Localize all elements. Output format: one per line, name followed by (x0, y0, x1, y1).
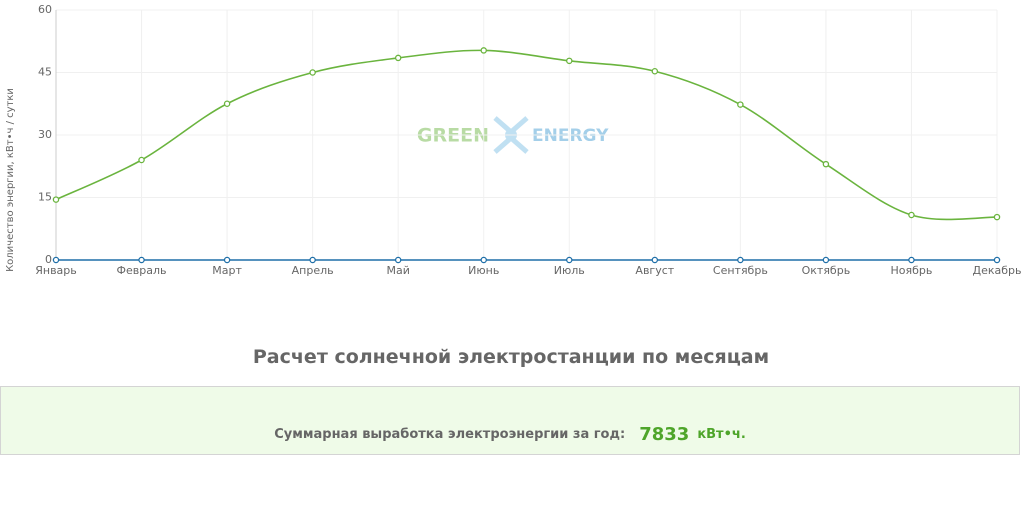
point (138, 256, 145, 264)
line (55, 49, 998, 221)
summary-value: 7833 (639, 424, 690, 445)
point (566, 256, 573, 264)
x-tick-label: Февраль (117, 264, 167, 277)
point (566, 57, 573, 65)
x-tick-label: Сентябрь (713, 264, 768, 277)
point (737, 101, 744, 108)
x-tick-label: Май (386, 264, 409, 277)
x-tick-label: Август (635, 264, 674, 277)
point (480, 47, 487, 54)
y-tick-label: 45 (38, 66, 52, 79)
y-axis-label: Количество энергии, кВт•ч / сутки (5, 88, 16, 272)
point (737, 256, 744, 264)
watermark: GREEN ENERGY (417, 116, 609, 154)
watermark-icon (493, 116, 529, 154)
point (223, 256, 231, 264)
point (309, 69, 316, 76)
point (822, 256, 830, 264)
summary-box: Суммарная выработка электроэнергии за го… (0, 386, 1020, 455)
section-title: Расчет солнечной электростанции по месяц… (252, 346, 770, 368)
point (993, 213, 1001, 221)
x-tick-label: Январь (35, 264, 77, 277)
point (651, 68, 659, 75)
point (908, 256, 915, 264)
point (309, 256, 316, 264)
y-tick-label: 30 (38, 128, 52, 141)
y-tick-label: 15 (38, 191, 52, 204)
point (52, 196, 60, 203)
point (822, 160, 830, 168)
point (651, 256, 659, 264)
y-tick-label: 60 (38, 3, 52, 16)
x-tick-label: Октябрь (802, 264, 851, 277)
x-tick-label: Апрель (292, 264, 334, 277)
x-tick-label: Июнь (468, 264, 499, 277)
point (138, 156, 145, 164)
point (908, 211, 915, 219)
x-tick-label: Декабрь (973, 264, 1022, 277)
point (223, 100, 231, 108)
summary-unit: кВт•ч. (697, 427, 746, 442)
point (993, 256, 1001, 264)
watermark-right: ENERGY (532, 126, 609, 146)
chart: Количество энергии, кВт•ч / сутки GREEN … (5, 3, 1022, 277)
x-tick-label: Ноябрь (891, 264, 933, 277)
x-tick-label: Июль (554, 264, 585, 277)
point (480, 256, 487, 264)
point (394, 256, 402, 264)
summary-label: Суммарная выработка электроэнергии за го… (274, 427, 626, 442)
point (394, 54, 402, 62)
x-tick-label: Март (212, 264, 242, 277)
y-tick-label: 0 (45, 253, 52, 266)
point (52, 256, 60, 264)
